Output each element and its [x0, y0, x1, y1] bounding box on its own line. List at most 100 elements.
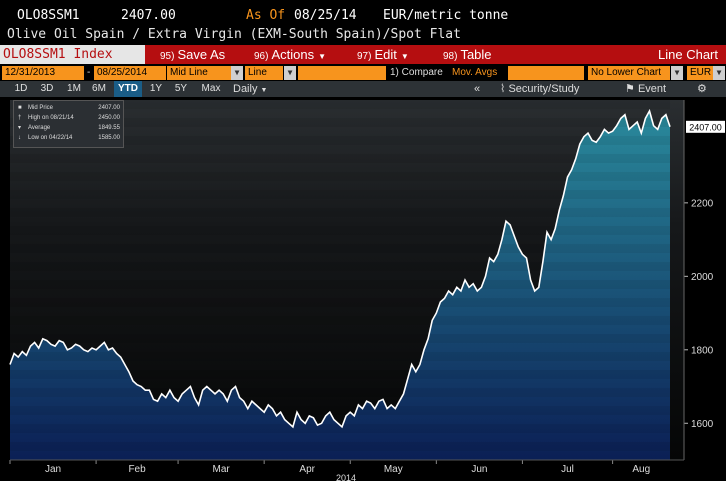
collapse-icon[interactable]: « — [474, 83, 481, 95]
price-area — [10, 111, 670, 460]
chevron-down-icon: ▼ — [318, 52, 327, 61]
range-5y[interactable]: 5Y — [174, 83, 188, 94]
table-label: Table — [460, 47, 492, 62]
range-toolbar: 1D 3D 1M 6M YTD 1Y 5Y Max Daily ▼ « ⌇ Se… — [0, 81, 726, 97]
area-band — [10, 154, 670, 163]
event-button[interactable]: ⚑ Event — [625, 81, 666, 97]
save-as-label: Save As — [177, 47, 226, 62]
price-chart[interactable]: 1600 1800 2000 2200 Jan Feb Mar Apr May Jun Jul Au… — [0, 97, 726, 481]
x-tick-label: May — [384, 464, 403, 475]
chevron-down-icon[interactable]: ▼ — [231, 66, 243, 80]
style-select[interactable]: Line — [245, 66, 283, 80]
square-icon: ■ — [18, 105, 22, 111]
x-tick-label: Mar — [213, 464, 231, 475]
range-1y[interactable]: 1Y — [149, 83, 163, 94]
security-study-button[interactable]: ⌇ Security/Study — [500, 81, 579, 97]
security-header: OLO8SSM1 2407.00 As Of 08/25/14 EUR/metr… — [0, 0, 726, 26]
legend-row-average: ▾ Average 1849.55 — [18, 124, 120, 132]
currency-select[interactable]: EUR — [687, 66, 713, 80]
date-separator: - — [87, 67, 91, 78]
area-band — [10, 280, 670, 289]
legend-value: 2407.00 — [98, 105, 120, 111]
area-band — [10, 226, 670, 235]
as-of-date: 08/25/14 — [294, 8, 357, 23]
actions-number: 96) — [254, 51, 269, 62]
last-price-marker: 2407.00 — [686, 120, 725, 133]
area-band — [10, 244, 670, 253]
table-button[interactable]: 98) Table — [443, 45, 492, 64]
edit-menu-button[interactable]: 97) Edit ▼ — [357, 45, 409, 64]
period-select[interactable]: Daily ▼ — [233, 81, 267, 97]
lower-chart-select[interactable]: No Lower Chart — [588, 66, 670, 80]
start-date-field[interactable]: 12/31/2013 — [2, 66, 84, 80]
end-date-field[interactable]: 08/25/2014 — [94, 66, 166, 80]
range-6m[interactable]: 6M — [92, 83, 106, 94]
edit-number: 97) — [357, 51, 372, 62]
chevron-down-icon: ▼ — [260, 87, 268, 94]
low-marker-icon: ↓ — [18, 135, 21, 141]
price-line — [9, 108, 671, 429]
action-toolbar: OLO8SSM1 Index 95) Save As 96) Actions ▼ 97… — [0, 45, 726, 64]
save-as-number: 95) — [160, 51, 175, 62]
area-band — [10, 406, 670, 415]
y-tick-label: 1600 — [691, 419, 714, 430]
settings-row: 12/31/2013 - 08/25/2014 Mid Line ▼ Line … — [0, 64, 726, 81]
description-row: Olive Oil Spain / Extra Virgin (EXM-Sout… — [0, 26, 726, 45]
mov-avgs-field[interactable] — [508, 66, 584, 80]
security-description: Olive Oil Spain / Extra Virgin (EXM-Sout… — [7, 27, 461, 42]
legend-value: 1585.00 — [98, 135, 120, 141]
save-as-button[interactable]: 95) Save As — [160, 45, 225, 64]
area-band — [10, 136, 670, 145]
chevron-down-icon[interactable]: ▼ — [671, 66, 683, 80]
area-band — [10, 118, 670, 127]
x-tick-label: Apr — [299, 464, 315, 475]
area-band — [10, 190, 670, 199]
line-chart-icon: ⌇ — [500, 83, 506, 95]
range-max[interactable]: Max — [201, 83, 221, 94]
area-band — [10, 262, 670, 271]
legend-label: High on 08/21/14 — [28, 115, 74, 121]
chevron-down-icon[interactable]: ▼ — [713, 66, 725, 80]
legend-row-low: ↓ Low on 04/22/14 1585.00 — [18, 134, 120, 142]
mov-avgs-button[interactable]: Mov. Avgs — [452, 67, 498, 78]
chart-legend[interactable]: ■ Mid Price 2407.00 † High on 08/21/14 2… — [13, 100, 124, 148]
security-study-label: Security/Study — [508, 83, 580, 95]
y-axis: 1600 1800 2000 2200 — [683, 100, 714, 460]
range-3d[interactable]: 3D — [40, 83, 54, 94]
legend-value: 1849.55 — [98, 125, 120, 131]
legend-label: Mid Price — [28, 105, 54, 111]
as-of-label: As Of — [246, 8, 286, 23]
x-tick-label: Jan — [45, 464, 61, 475]
compare-button[interactable]: 1) Compare — [390, 67, 443, 78]
x-axis: Jan Feb Mar Apr May Jun Jul Aug 2014 — [9, 459, 684, 481]
blank-field[interactable] — [298, 66, 386, 80]
legend-row-mid-price: ■ Mid Price 2407.00 — [18, 104, 120, 112]
y-tick-label: 1800 — [691, 345, 714, 356]
ticker-field[interactable]: OLO8SSM1 Index — [0, 45, 145, 64]
area-band — [10, 334, 670, 343]
year-label: 2014 — [336, 473, 356, 481]
chevron-down-icon: ▼ — [400, 52, 409, 61]
area-band — [10, 424, 670, 433]
gear-icon[interactable]: ⚙ — [697, 83, 707, 95]
x-tick-label: Jul — [561, 464, 574, 475]
legend-label: Low on 04/22/14 — [28, 135, 73, 141]
legend-label: Average — [28, 125, 51, 131]
x-tick-label: Jun — [471, 464, 487, 475]
chart-type-label: Line Chart — [658, 47, 718, 62]
area-band — [10, 370, 670, 379]
price-type-select[interactable]: Mid Line — [167, 66, 231, 80]
last-price-box — [686, 120, 725, 133]
range-1d[interactable]: 1D — [14, 83, 28, 94]
flag-icon: ⚑ — [625, 83, 635, 95]
area-band — [10, 316, 670, 325]
period-label: Daily — [233, 83, 258, 95]
legend-value: 2450.00 — [98, 115, 120, 121]
unit-label: EUR/metric tonne — [383, 8, 509, 23]
chevron-down-icon[interactable]: ▼ — [284, 66, 296, 80]
area-band — [10, 298, 670, 307]
range-1m[interactable]: 1M — [67, 83, 81, 94]
area-band — [10, 352, 670, 361]
range-ytd[interactable]: YTD — [114, 81, 142, 97]
actions-menu-button[interactable]: 96) Actions ▼ — [254, 45, 326, 64]
